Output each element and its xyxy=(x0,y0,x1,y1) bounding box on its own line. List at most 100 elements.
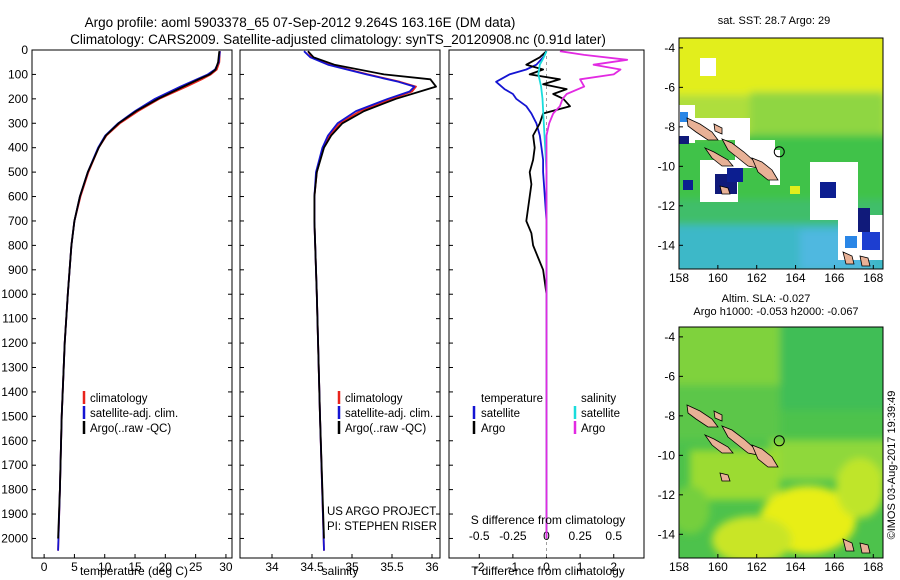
legend-climatology-label: climatology xyxy=(345,393,403,405)
series-line-salinity-argo xyxy=(545,50,629,539)
temperature-xlabel: temperature (deg C) xyxy=(80,564,188,578)
s-diff-tick-label: -0.5 xyxy=(469,529,490,543)
legend-temperature-title: temperature xyxy=(481,393,543,405)
temperature-axes xyxy=(31,49,233,559)
argo-float-marker xyxy=(773,435,785,447)
sla-map: Altim. SLA: -0.027 Argo h1000: -0.053 h2… xyxy=(658,293,884,574)
sla-map-ticks: 158 160 162 164 166 168 -4 -6 -8 -10 -12 -14 xyxy=(658,330,884,574)
salinity-legend: climatology satellite-adj. clim. Argo(..… xyxy=(337,391,433,435)
lon-tick-label: 164 xyxy=(786,271,806,285)
lon-tick-label: 162 xyxy=(747,560,767,574)
temperature-legend: climatology satellite-adj. clim. Argo(..… xyxy=(82,391,178,435)
depth-tick-label: 100 xyxy=(8,67,28,81)
x-tick-label: 10 xyxy=(98,560,112,574)
legend-t-argo-label: Argo xyxy=(481,423,505,435)
lon-tick-label: 162 xyxy=(747,271,767,285)
x-tick-label: 0 xyxy=(543,560,550,574)
salinity-series xyxy=(303,50,437,551)
project-annotation: US ARGO PROJECT xyxy=(327,506,436,518)
series-line-satellite-adj-clim- xyxy=(57,51,221,551)
series-line-temperature-argo xyxy=(525,50,571,539)
temperature-x-ticks: 0 5 10 15 20 25 30 xyxy=(41,554,233,574)
legend-argo-label: Argo(..raw -QC) xyxy=(345,423,426,435)
cold-cell xyxy=(679,136,689,144)
lon-tick-label: 166 xyxy=(824,271,844,285)
x-tick-label: 25 xyxy=(189,560,203,574)
salinity-axes xyxy=(239,49,441,559)
nodata-patch xyxy=(700,58,716,76)
difference-series xyxy=(495,50,629,558)
difference-legend: temperature satellite Argo salinity sate… xyxy=(472,393,620,435)
x-tick-label: 35 xyxy=(345,560,359,574)
series-line-satellite-adj-clim- xyxy=(303,50,416,551)
sla-map-title: Altim. SLA: -0.027 xyxy=(722,293,811,305)
x-tick-label: 5 xyxy=(71,560,78,574)
sla-map-subtitle: Argo h1000: -0.053 h2000: -0.067 xyxy=(693,306,858,318)
x-tick-label: -2 xyxy=(474,560,485,574)
s-difference-xlabel: S difference from climatology xyxy=(471,513,626,527)
series-line-climatology xyxy=(57,51,221,551)
series-line-argo-raw-qc- xyxy=(57,51,221,539)
depth-tick-label: 1100 xyxy=(2,312,28,326)
lon-tick-label: 168 xyxy=(863,560,883,574)
cold-cell xyxy=(683,180,693,190)
difference-depth-tickmarks xyxy=(436,49,453,539)
cold-cell xyxy=(820,182,836,198)
lat-tick-label: -10 xyxy=(658,448,676,462)
legend-satellite-label: satellite-adj. clim. xyxy=(90,408,178,420)
lat-tick-label: -4 xyxy=(664,41,675,55)
s-diff-tick-label: 0.5 xyxy=(605,529,622,543)
sst-map: sat. SST: 28.7 Argo: 29 xyxy=(658,15,884,285)
legend-satellite-label: satellite-adj. clim. xyxy=(345,408,433,420)
depth-tick-label: 1300 xyxy=(1,361,28,375)
salinity-depth-tickmarks xyxy=(228,49,244,539)
depth-tick-label: 400 xyxy=(8,141,28,155)
sla-map-land xyxy=(686,404,871,554)
lon-tick-label: 158 xyxy=(669,271,689,285)
depth-tick-label: 0 xyxy=(21,43,28,57)
lat-tick-label: -4 xyxy=(664,330,675,344)
depth-tick-label: 900 xyxy=(8,263,28,277)
lon-tick-label: 160 xyxy=(708,271,728,285)
figure-title-line2: Climatology: CARS2009. Satellite-adjuste… xyxy=(70,32,606,47)
depth-tick-label: 500 xyxy=(8,165,28,179)
x-tick-label: 34 xyxy=(265,560,279,574)
lon-tick-label: 164 xyxy=(786,560,806,574)
lat-tick-label: -6 xyxy=(664,80,675,94)
depth-tick-label: 1900 xyxy=(1,507,28,521)
depth-tick-label: 300 xyxy=(8,116,28,130)
lat-tick-label: -12 xyxy=(658,488,676,502)
x-tick-label: 1 xyxy=(577,560,584,574)
depth-tick-label: 1500 xyxy=(1,409,28,423)
lon-tick-label: 160 xyxy=(708,560,728,574)
legend-salinity-title: salinity xyxy=(581,393,616,405)
salinity-x-ticks: 34 34.5 35 35.5 36 xyxy=(265,554,439,574)
x-tick-label: 35.5 xyxy=(380,560,404,574)
depth-tick-label: 1700 xyxy=(1,458,28,472)
sst-map-title: sat. SST: 28.7 Argo: 29 xyxy=(718,15,831,27)
legend-climatology-label: climatology xyxy=(90,393,148,405)
sst-map-ticks: 158 160 162 164 166 168 -4 -6 -8 -10 -12 -14 xyxy=(658,41,884,285)
lat-tick-label: -6 xyxy=(664,369,675,383)
lat-tick-label: -14 xyxy=(658,527,676,541)
nodata-patch xyxy=(770,150,780,185)
legend-argo-label: Argo(..raw -QC) xyxy=(90,423,171,435)
x-tick-label: -1 xyxy=(508,560,519,574)
figure-title-line1: Argo profile: aoml 5903378_65 07-Sep-201… xyxy=(85,15,516,30)
lat-tick-label: -8 xyxy=(664,409,675,423)
lon-tick-label: 168 xyxy=(863,271,883,285)
x-tick-label: 15 xyxy=(128,560,142,574)
t-difference-xlabel: T difference from climatology xyxy=(471,564,625,578)
depth-tick-label: 1200 xyxy=(1,336,28,350)
salinity-xlabel: salinity xyxy=(322,564,359,578)
depth-tick-label: 1400 xyxy=(1,385,28,399)
sla-map-frame xyxy=(678,326,884,559)
s-diff-tick-label: -0.25 xyxy=(499,529,527,543)
temperature-depth-ticks: 0 100 200 300 400 500 600 700 800 900 1000 1100 1200… xyxy=(1,43,36,545)
cold-cell xyxy=(727,168,743,182)
sst-map-frame xyxy=(678,37,884,270)
s-diff-tick-label: 0.25 xyxy=(568,529,592,543)
depth-tick-label: 1600 xyxy=(1,434,28,448)
legend-t-satellite-label: satellite xyxy=(481,408,520,420)
